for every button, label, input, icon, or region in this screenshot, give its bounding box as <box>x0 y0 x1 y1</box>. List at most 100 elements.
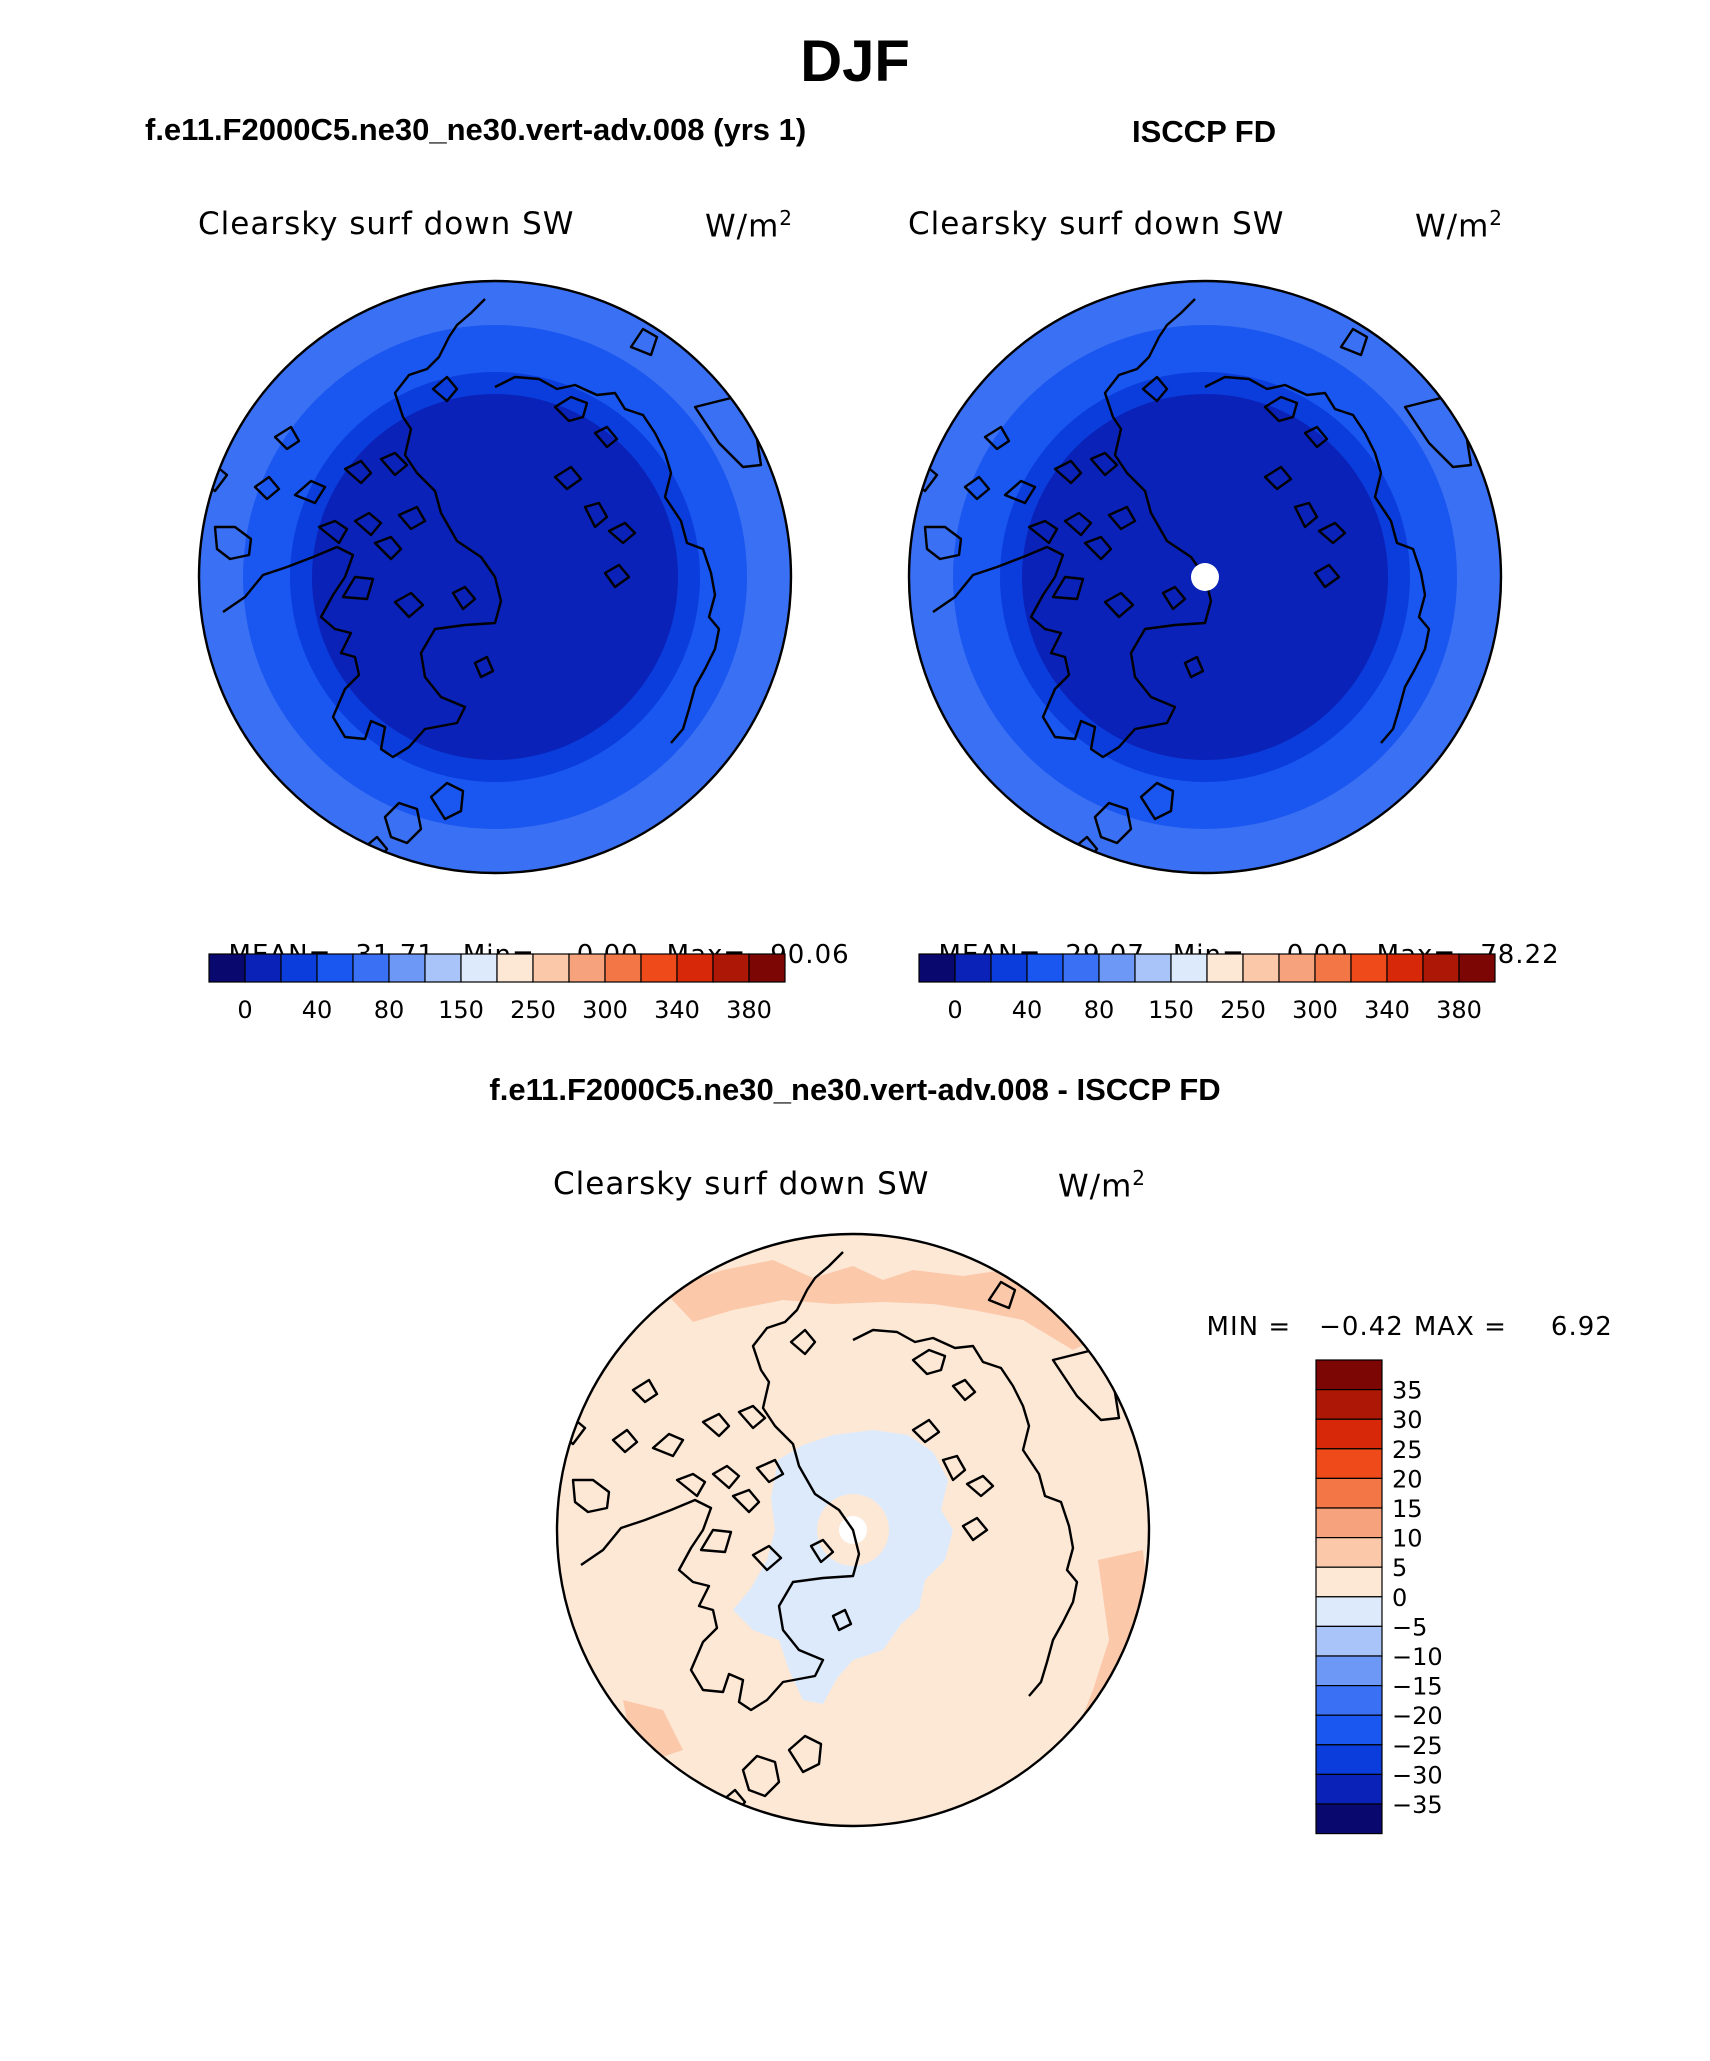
colorbar-swatch <box>990 953 1028 983</box>
colorbar-swatch <box>496 953 534 983</box>
colorbar-swatch <box>1134 953 1172 983</box>
colorbar-swatch <box>1315 1803 1383 1835</box>
panel-test-map <box>197 279 793 875</box>
colorbar-swatch <box>640 953 678 983</box>
panel-obs-variable-label: Clearsky surf down SW <box>908 206 1285 242</box>
panel-obs-units: W/m2 <box>1415 206 1503 244</box>
colorbar-swatch <box>1315 1566 1383 1598</box>
colorbar-tick-label: 0 <box>237 996 252 1024</box>
colorbar-swatch <box>352 953 390 983</box>
colorbar-swatch <box>424 953 462 983</box>
colorbar-test: 0 40 80 150 250 300 340 380 <box>208 953 786 1024</box>
panel-diff-map <box>555 1232 1151 1828</box>
colorbar-swatch <box>676 953 714 983</box>
colorbar-swatch <box>1098 953 1136 983</box>
colorbar-tick-label: 80 <box>1084 996 1115 1024</box>
panel-obs-units-base: W/m <box>1415 208 1490 245</box>
colorbar-swatch <box>1315 1773 1383 1805</box>
colorbar-tick-label: −15 <box>1392 1673 1443 1701</box>
colorbar-swatch <box>1315 1448 1383 1480</box>
colorbar-swatch <box>1315 1596 1383 1628</box>
obs-subtitle: ISCCP FD <box>1132 114 1277 149</box>
diff-strong-positive-lower-left <box>623 1700 683 1760</box>
colorbar-tick-label: 35 <box>1392 1377 1423 1405</box>
colorbar-swatch <box>1026 953 1064 983</box>
coastlines <box>909 298 1473 863</box>
diff-strong-positive-area <box>663 1260 1093 1350</box>
colorbar-test-swatches <box>208 953 786 983</box>
colorbar-swatch <box>1315 1477 1383 1509</box>
colorbar-tick-label: −10 <box>1392 1643 1443 1671</box>
panel-diff-variable-label: Clearsky surf down SW <box>553 1166 930 1202</box>
colorbar-swatch <box>1315 1714 1383 1746</box>
colorbar-tick-label: 150 <box>1148 996 1194 1024</box>
panel-diff-units: W/m2 <box>1058 1166 1146 1204</box>
figure-title: DJF <box>800 29 910 94</box>
colorbar-tick-label: 20 <box>1392 1465 1423 1493</box>
panel-diff-minmax: MIN = −0.42 MAX = 6.92 <box>1188 1282 1613 1342</box>
pole-missing-data <box>1191 563 1219 591</box>
coastlines <box>199 298 763 863</box>
colorbar-swatch <box>532 953 570 983</box>
colorbar-obs-swatches <box>918 953 1496 983</box>
colorbar-test-labels: 0 40 80 150 250 300 340 380 <box>237 996 772 1024</box>
colorbar-swatch <box>604 953 642 983</box>
colorbar-swatch <box>748 953 786 983</box>
colorbar-tick-label: 10 <box>1392 1525 1423 1553</box>
colorbar-swatch <box>1386 953 1424 983</box>
colorbar-tick-label: 340 <box>654 996 700 1024</box>
panel-diff-min: −0.42 <box>1319 1312 1404 1342</box>
colorbar-tick-label: −35 <box>1392 1791 1443 1819</box>
coastlines <box>557 1251 1121 1816</box>
colorbar-tick-label: 150 <box>438 996 484 1024</box>
colorbar-swatch <box>388 953 426 983</box>
colorbar-tick-label: 5 <box>1392 1554 1407 1582</box>
colorbar-swatch <box>1315 1418 1383 1450</box>
colorbar-swatch <box>1062 953 1100 983</box>
panel-test-units-exp: 2 <box>779 206 794 230</box>
colorbar-tick-label: 250 <box>1220 996 1266 1024</box>
colorbar-swatch <box>712 953 750 983</box>
colorbar-tick-label: 40 <box>1012 996 1043 1024</box>
colorbar-swatch <box>568 953 606 983</box>
colorbar-swatch <box>1170 953 1208 983</box>
colorbar-swatch <box>316 953 354 983</box>
colorbar-tick-label: 80 <box>374 996 405 1024</box>
colorbar-tick-label: 40 <box>302 996 333 1024</box>
colorbar-tick-label: 0 <box>1392 1584 1407 1612</box>
colorbar-swatch <box>1315 1537 1383 1568</box>
colorbar-swatch <box>280 953 318 983</box>
colorbar-swatch <box>208 953 246 983</box>
colorbar-tick-label: 300 <box>1292 996 1338 1024</box>
colorbar-tick-label: −25 <box>1392 1732 1443 1760</box>
colorbar-tick-label: −20 <box>1392 1702 1443 1730</box>
colorbar-swatch <box>1315 1507 1383 1539</box>
difference-subtitle: f.e11.F2000C5.ne30_ne30.vert-adv.008 - I… <box>489 1072 1221 1107</box>
panel-diff-max: 6.92 <box>1550 1312 1613 1342</box>
colorbar-tick-label: −5 <box>1392 1613 1427 1641</box>
colorbar-obs: 0 40 80 150 250 300 340 380 <box>918 953 1496 1024</box>
colorbar-swatch <box>1350 953 1388 983</box>
colorbar-tick-label: 30 <box>1392 1406 1423 1434</box>
panel-test-units: W/m2 <box>705 206 793 244</box>
colorbar-tick-label: 0 <box>947 996 962 1024</box>
colorbar-diff-swatches <box>1315 1359 1383 1835</box>
panel-obs-units-exp: 2 <box>1489 206 1504 230</box>
panel-diff-max-label: MAX = <box>1413 1312 1507 1342</box>
colorbar-swatch <box>1315 1625 1383 1657</box>
panel-obs-map <box>907 279 1503 875</box>
colorbar-swatch <box>1315 1685 1383 1716</box>
colorbar-tick-label: 380 <box>726 996 772 1024</box>
colorbar-tick-label: 25 <box>1392 1436 1423 1464</box>
colorbar-swatch <box>1314 953 1352 983</box>
colorbar-tick-label: 250 <box>510 996 556 1024</box>
colorbar-tick-label: 300 <box>582 996 628 1024</box>
colorbar-swatch <box>918 953 956 983</box>
diff-strong-positive-right <box>1073 1550 1149 1750</box>
panel-test-variable-label: Clearsky surf down SW <box>198 206 575 242</box>
colorbar-swatch <box>1422 953 1460 983</box>
colorbar-obs-labels: 0 40 80 150 250 300 340 380 <box>947 996 1482 1024</box>
colorbar-swatch <box>1206 953 1244 983</box>
